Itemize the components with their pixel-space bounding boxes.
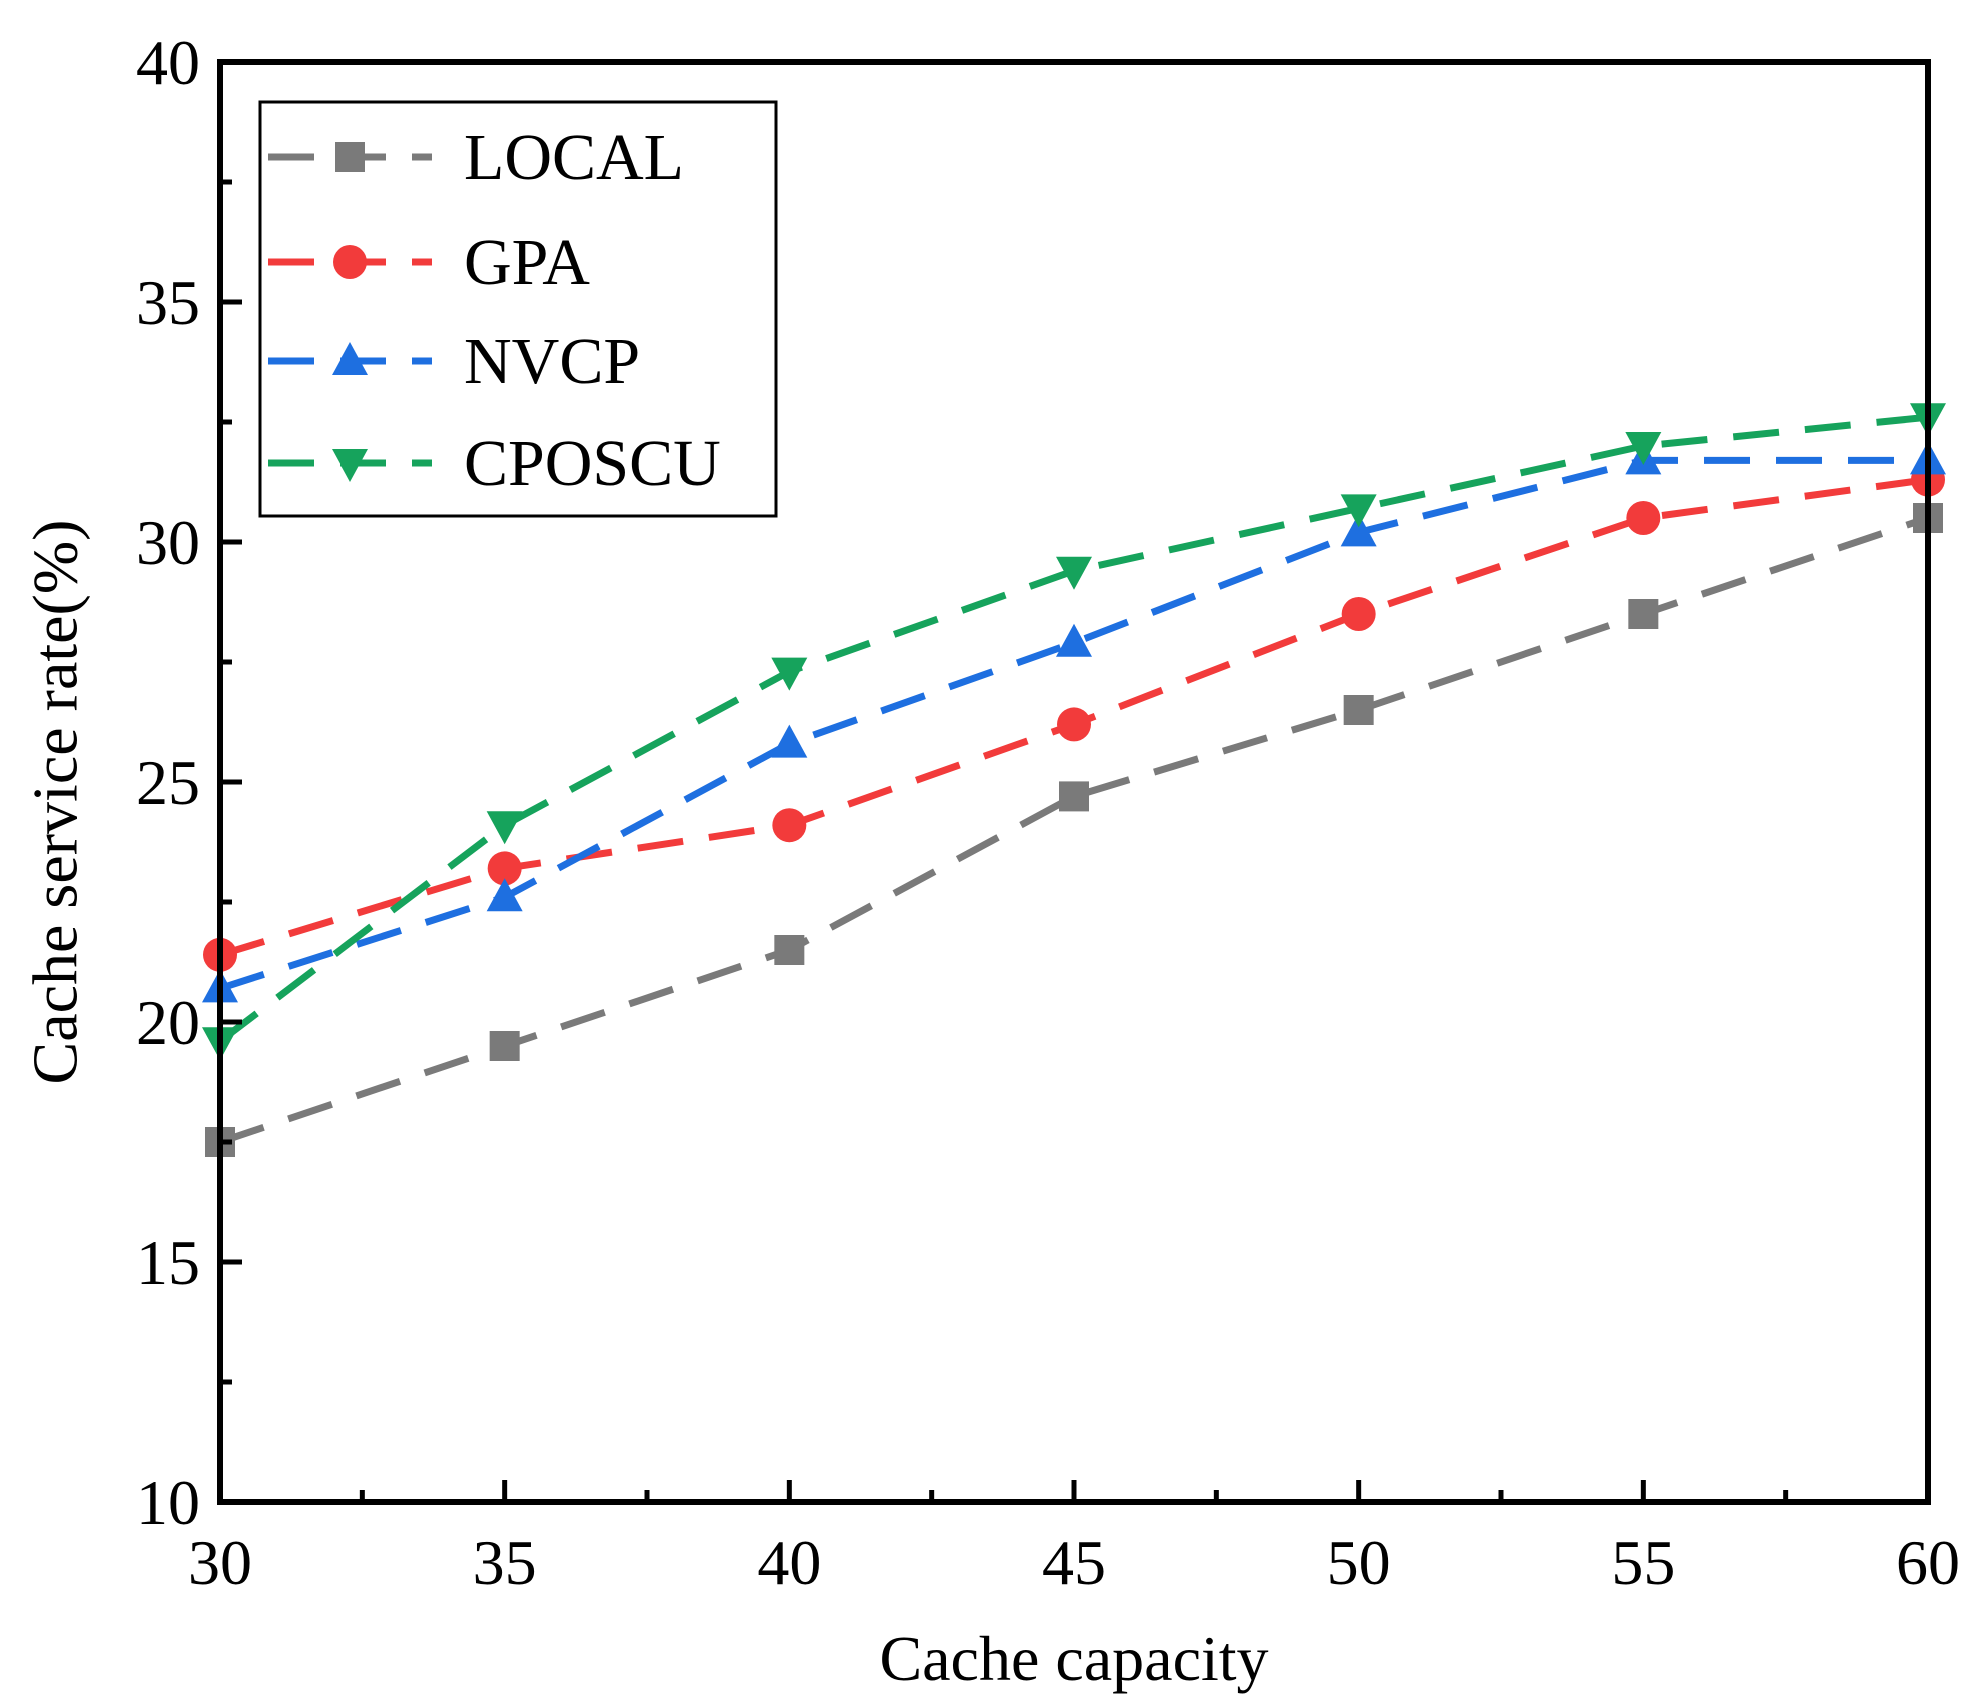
x-tick-label: 50 xyxy=(1327,1527,1391,1598)
legend-label-cposcu: CPOSCU xyxy=(464,427,721,500)
data-point-gpa xyxy=(772,808,807,843)
data-point-local xyxy=(1628,599,1659,629)
data-point-local xyxy=(774,935,805,965)
y-tick-label: 10 xyxy=(136,1467,200,1538)
series-gpa xyxy=(203,462,1945,972)
y-tick-label: 30 xyxy=(136,507,200,578)
legend-marker-gpa xyxy=(333,245,367,279)
y-axis-title: Cache service rate(%) xyxy=(20,520,91,1085)
data-point-nvcp xyxy=(1340,513,1377,547)
legend-label-gpa: GPA xyxy=(464,226,590,299)
y-tick-label: 40 xyxy=(136,27,200,98)
data-point-local xyxy=(1343,695,1374,725)
data-point-cposcu xyxy=(771,657,808,691)
y-tick-label: 25 xyxy=(136,747,200,818)
legend-marker-nvcp xyxy=(332,342,368,375)
y-tick-label: 20 xyxy=(136,987,200,1058)
x-tick-label: 35 xyxy=(473,1527,537,1598)
legend-label-nvcp: NVCP xyxy=(464,325,640,398)
data-point-gpa xyxy=(1341,597,1376,631)
legend-marker-cposcu xyxy=(332,449,368,482)
ticks-layer: 30 35 40 45 50 55 60 10 15 20 25 30 35 40 xyxy=(136,27,1960,1598)
y-tick-label: 15 xyxy=(136,1227,200,1298)
data-point-gpa xyxy=(1057,707,1091,742)
data-point-local xyxy=(489,1031,520,1061)
data-point-nvcp xyxy=(1056,623,1092,657)
legend-label-local: LOCAL xyxy=(464,121,684,194)
data-point-cposcu xyxy=(1625,432,1662,465)
x-tick-label: 30 xyxy=(188,1527,252,1598)
data-point-nvcp xyxy=(771,724,808,758)
data-point-cposcu xyxy=(1340,494,1377,528)
data-point-cposcu xyxy=(1056,556,1092,590)
x-tick-label: 45 xyxy=(1042,1527,1106,1598)
legend: LOCAL GPA NVCP CPOSCU xyxy=(258,100,778,518)
x-tick-label: 60 xyxy=(1896,1527,1960,1598)
data-point-local xyxy=(1059,781,1089,812)
x-axis-title: Cache capacity xyxy=(879,1623,1268,1694)
legend-marker-local xyxy=(335,142,365,172)
x-tick-label: 40 xyxy=(757,1527,821,1598)
x-tick-label: 55 xyxy=(1611,1527,1675,1598)
data-point-nvcp xyxy=(486,878,523,912)
y-tick-label: 35 xyxy=(136,267,200,338)
data-point-cposcu xyxy=(486,811,523,845)
data-point-gpa xyxy=(1626,501,1661,535)
data-point-gpa xyxy=(487,851,522,886)
